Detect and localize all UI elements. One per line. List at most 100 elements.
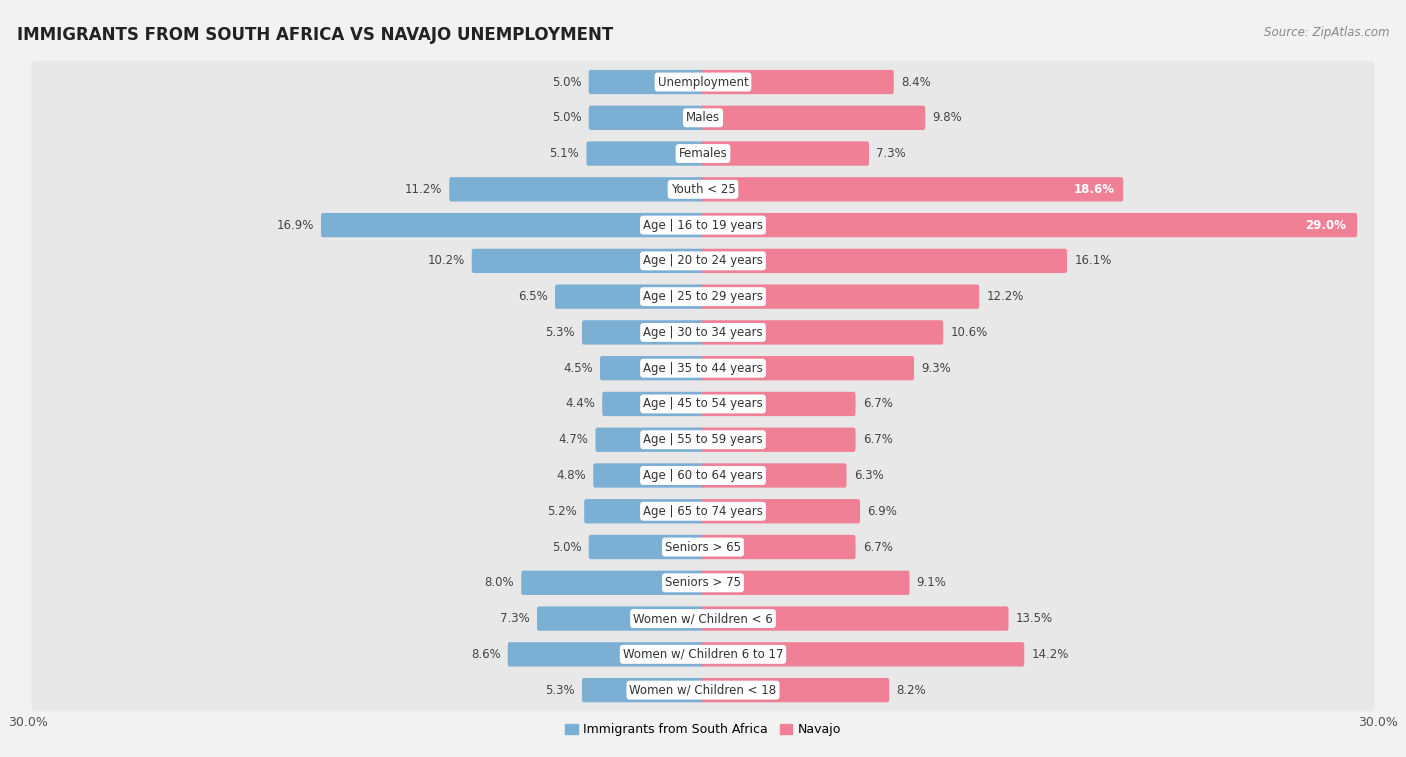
FancyBboxPatch shape — [600, 356, 704, 380]
Text: 14.2%: 14.2% — [1032, 648, 1069, 661]
FancyBboxPatch shape — [31, 276, 1375, 318]
Text: 5.0%: 5.0% — [553, 540, 582, 553]
Text: 5.3%: 5.3% — [546, 326, 575, 339]
Text: Women w/ Children < 6: Women w/ Children < 6 — [633, 612, 773, 625]
FancyBboxPatch shape — [702, 642, 1024, 666]
FancyBboxPatch shape — [31, 311, 1375, 354]
FancyBboxPatch shape — [702, 606, 1008, 631]
Text: Age | 20 to 24 years: Age | 20 to 24 years — [643, 254, 763, 267]
FancyBboxPatch shape — [31, 204, 1375, 246]
Text: Age | 25 to 29 years: Age | 25 to 29 years — [643, 290, 763, 303]
FancyBboxPatch shape — [508, 642, 704, 666]
FancyBboxPatch shape — [31, 168, 1375, 210]
Text: Source: ZipAtlas.com: Source: ZipAtlas.com — [1264, 26, 1389, 39]
Text: 6.7%: 6.7% — [863, 397, 893, 410]
Text: Women w/ Children < 18: Women w/ Children < 18 — [630, 684, 776, 696]
Text: Males: Males — [686, 111, 720, 124]
FancyBboxPatch shape — [582, 678, 704, 702]
Text: Females: Females — [679, 147, 727, 160]
Text: 12.2%: 12.2% — [987, 290, 1024, 303]
FancyBboxPatch shape — [31, 132, 1375, 175]
Text: 8.0%: 8.0% — [485, 576, 515, 589]
FancyBboxPatch shape — [31, 97, 1375, 139]
FancyBboxPatch shape — [31, 419, 1375, 461]
Text: 29.0%: 29.0% — [1306, 219, 1347, 232]
FancyBboxPatch shape — [702, 571, 910, 595]
FancyBboxPatch shape — [31, 454, 1375, 497]
FancyBboxPatch shape — [31, 526, 1375, 569]
FancyBboxPatch shape — [702, 142, 869, 166]
FancyBboxPatch shape — [702, 463, 846, 488]
Text: 13.5%: 13.5% — [1015, 612, 1053, 625]
FancyBboxPatch shape — [31, 240, 1375, 282]
Text: 16.9%: 16.9% — [277, 219, 314, 232]
FancyBboxPatch shape — [31, 634, 1375, 675]
FancyBboxPatch shape — [702, 106, 925, 130]
Text: 6.7%: 6.7% — [863, 433, 893, 446]
Legend: Immigrants from South Africa, Navajo: Immigrants from South Africa, Navajo — [560, 718, 846, 741]
FancyBboxPatch shape — [321, 213, 704, 237]
Text: 7.3%: 7.3% — [876, 147, 905, 160]
Text: Women w/ Children 6 to 17: Women w/ Children 6 to 17 — [623, 648, 783, 661]
Text: 10.2%: 10.2% — [427, 254, 464, 267]
FancyBboxPatch shape — [702, 70, 894, 94]
FancyBboxPatch shape — [702, 213, 1357, 237]
Text: Age | 65 to 74 years: Age | 65 to 74 years — [643, 505, 763, 518]
Text: 6.3%: 6.3% — [853, 469, 883, 482]
Text: Age | 45 to 54 years: Age | 45 to 54 years — [643, 397, 763, 410]
Text: 5.3%: 5.3% — [546, 684, 575, 696]
Text: IMMIGRANTS FROM SOUTH AFRICA VS NAVAJO UNEMPLOYMENT: IMMIGRANTS FROM SOUTH AFRICA VS NAVAJO U… — [17, 26, 613, 45]
FancyBboxPatch shape — [31, 669, 1375, 712]
Text: 4.5%: 4.5% — [562, 362, 593, 375]
FancyBboxPatch shape — [31, 347, 1375, 389]
FancyBboxPatch shape — [702, 428, 855, 452]
Text: 8.6%: 8.6% — [471, 648, 501, 661]
Text: Age | 60 to 64 years: Age | 60 to 64 years — [643, 469, 763, 482]
FancyBboxPatch shape — [702, 392, 855, 416]
FancyBboxPatch shape — [472, 249, 704, 273]
Text: Age | 55 to 59 years: Age | 55 to 59 years — [643, 433, 763, 446]
FancyBboxPatch shape — [555, 285, 704, 309]
Text: 5.0%: 5.0% — [553, 76, 582, 89]
Text: Seniors > 65: Seniors > 65 — [665, 540, 741, 553]
Text: Age | 30 to 34 years: Age | 30 to 34 years — [643, 326, 763, 339]
Text: Age | 16 to 19 years: Age | 16 to 19 years — [643, 219, 763, 232]
FancyBboxPatch shape — [593, 463, 704, 488]
Text: 9.3%: 9.3% — [921, 362, 950, 375]
FancyBboxPatch shape — [586, 142, 704, 166]
Text: 4.4%: 4.4% — [565, 397, 595, 410]
FancyBboxPatch shape — [31, 383, 1375, 425]
FancyBboxPatch shape — [702, 499, 860, 523]
Text: 9.1%: 9.1% — [917, 576, 946, 589]
FancyBboxPatch shape — [602, 392, 704, 416]
FancyBboxPatch shape — [589, 70, 704, 94]
FancyBboxPatch shape — [31, 597, 1375, 640]
FancyBboxPatch shape — [31, 491, 1375, 532]
FancyBboxPatch shape — [702, 678, 889, 702]
FancyBboxPatch shape — [585, 499, 704, 523]
Text: Seniors > 75: Seniors > 75 — [665, 576, 741, 589]
FancyBboxPatch shape — [702, 285, 979, 309]
Text: 8.2%: 8.2% — [897, 684, 927, 696]
FancyBboxPatch shape — [589, 106, 704, 130]
Text: Age | 35 to 44 years: Age | 35 to 44 years — [643, 362, 763, 375]
Text: 6.9%: 6.9% — [868, 505, 897, 518]
Text: 10.6%: 10.6% — [950, 326, 987, 339]
Text: 9.8%: 9.8% — [932, 111, 962, 124]
FancyBboxPatch shape — [31, 562, 1375, 604]
Text: 8.4%: 8.4% — [901, 76, 931, 89]
FancyBboxPatch shape — [31, 61, 1375, 103]
FancyBboxPatch shape — [537, 606, 704, 631]
Text: 18.6%: 18.6% — [1074, 183, 1115, 196]
Text: 4.8%: 4.8% — [557, 469, 586, 482]
Text: Unemployment: Unemployment — [658, 76, 748, 89]
FancyBboxPatch shape — [702, 535, 855, 559]
FancyBboxPatch shape — [582, 320, 704, 344]
Text: 11.2%: 11.2% — [405, 183, 441, 196]
FancyBboxPatch shape — [702, 249, 1067, 273]
FancyBboxPatch shape — [702, 320, 943, 344]
Text: 5.2%: 5.2% — [547, 505, 576, 518]
Text: 6.5%: 6.5% — [517, 290, 548, 303]
Text: 16.1%: 16.1% — [1074, 254, 1112, 267]
FancyBboxPatch shape — [702, 177, 1123, 201]
